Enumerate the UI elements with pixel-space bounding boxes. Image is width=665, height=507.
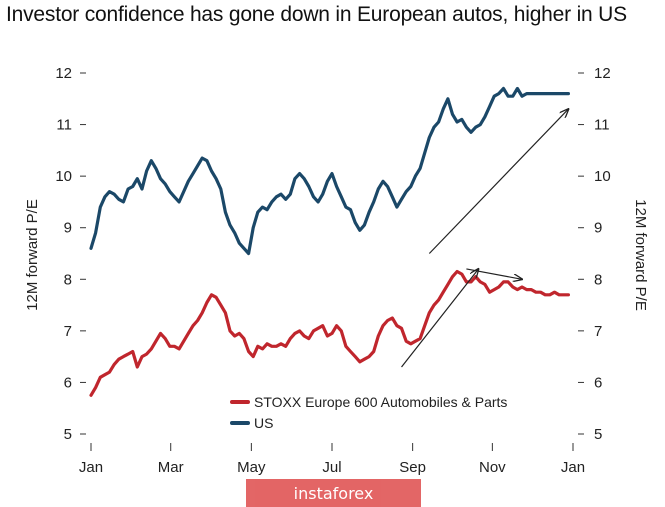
legend-label: STOXX Europe 600 Automobiles & Parts (254, 394, 507, 410)
y-tick-label-left: 11 (56, 117, 72, 134)
series-layer (89, 86, 571, 397)
y-axis-left: 5 6 7 8 9 10 11 12 (55, 65, 86, 443)
watermark: instaforex (246, 479, 421, 507)
x-tick-label: Jul (322, 459, 341, 476)
y-tick-label-right: 12 (594, 65, 611, 82)
series-line-us (89, 86, 571, 256)
x-tick-label: Jan (79, 459, 103, 476)
y-tick-label-right: 9 (594, 220, 602, 237)
y-tick-label-left: 12 (55, 65, 72, 82)
y-tick-label-left: 5 (64, 426, 72, 443)
y-tick-label-right: 6 (594, 374, 602, 391)
legend-label: US (254, 415, 273, 431)
y-tick-label-left: 6 (64, 374, 72, 391)
y-tick-label-right: 8 (594, 271, 602, 288)
y-tick-label-left: 8 (64, 271, 72, 288)
annotation-layer (401, 109, 569, 368)
chart-title: Investor confidence has gone down in Eur… (6, 3, 627, 26)
x-tick-label: Mar (158, 459, 184, 476)
y-tick-label-left: 9 (64, 220, 72, 237)
x-tick-label: Jan (561, 459, 585, 476)
trend-arrow (466, 268, 522, 279)
x-tick-label: Sep (399, 459, 426, 476)
y-tick-label-right: 11 (594, 117, 610, 134)
x-axis: Jan Mar May Jul Sep Nov Jan (79, 443, 585, 476)
y-tick-label-right: 7 (594, 323, 602, 340)
y-tick-label-left: 7 (64, 323, 72, 340)
y-axis-label-left: 12M forward P/E (24, 199, 41, 311)
series-line-stoxx-europe-autos (89, 269, 571, 397)
x-tick-label: May (237, 459, 266, 476)
y-tick-label-right: 10 (594, 168, 611, 185)
y-axis-right: 5 6 7 8 9 10 11 12 (578, 65, 611, 443)
y-tick-label-right: 5 (594, 426, 602, 443)
trend-arrow (401, 269, 479, 368)
y-tick-label-left: 10 (55, 168, 72, 185)
legend: STOXX Europe 600 Automobiles & Parts US (230, 394, 507, 431)
trend-arrow (428, 109, 568, 254)
x-tick-label: Nov (479, 459, 506, 476)
y-axis-label-right: 12M forward P/E (632, 199, 649, 311)
